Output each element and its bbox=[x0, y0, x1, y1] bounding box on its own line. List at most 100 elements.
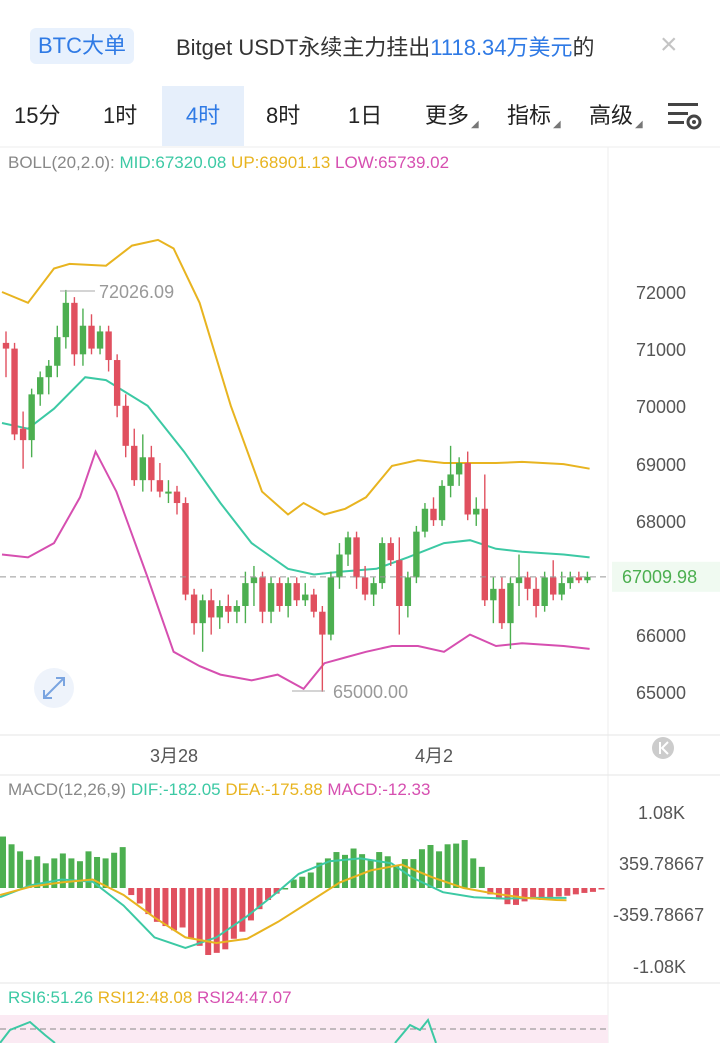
candle-body bbox=[310, 594, 317, 612]
macd-bar bbox=[145, 888, 152, 915]
macd-bar bbox=[256, 888, 263, 910]
macd-bar bbox=[17, 851, 24, 888]
macd-tick: 359.78667 bbox=[619, 854, 704, 874]
candle-body bbox=[250, 577, 258, 584]
candle-body bbox=[473, 508, 480, 515]
macd-bar bbox=[76, 861, 83, 888]
tab-8h[interactable]: 8时 bbox=[266, 86, 300, 146]
candle-body bbox=[71, 302, 78, 355]
tab-advanced[interactable]: 高级 ◢ bbox=[589, 86, 643, 146]
macd-bar bbox=[171, 888, 177, 931]
price-tick: 68000 bbox=[636, 512, 686, 532]
candle-body bbox=[524, 577, 531, 589]
current-price-label: 67009.98 bbox=[622, 567, 697, 587]
macd-value: MACD:-12.33 bbox=[327, 780, 431, 799]
candle-body bbox=[165, 491, 172, 494]
tab-4h[interactable]: 4时 bbox=[162, 86, 244, 146]
macd-bar bbox=[162, 888, 169, 927]
candle-body bbox=[131, 445, 138, 481]
tab-label: 更多 bbox=[425, 103, 470, 128]
macd-bar bbox=[555, 888, 562, 897]
candle-body bbox=[190, 594, 198, 624]
macd-name: MACD(12,26,9) bbox=[8, 780, 127, 799]
candle-body bbox=[208, 600, 215, 618]
tab-label: 高级 bbox=[589, 103, 634, 128]
banner-amount: 1118.34万美元 bbox=[430, 35, 573, 60]
macd-bar bbox=[0, 836, 6, 888]
macd-bar bbox=[393, 865, 400, 888]
tab-1d[interactable]: 1日 bbox=[348, 86, 382, 146]
banner-message: Bitget USDT永续主力挂出1118.34万美元的 bbox=[176, 30, 634, 62]
boll-up: UP:68901.13 bbox=[231, 153, 331, 172]
macd-bar bbox=[265, 888, 272, 900]
candle-body bbox=[148, 457, 155, 481]
candle-body bbox=[370, 583, 377, 595]
candle-body bbox=[558, 583, 565, 595]
date-label: 3月28 bbox=[150, 746, 198, 766]
candle-body bbox=[344, 537, 352, 555]
chart-settings-icon[interactable] bbox=[666, 100, 704, 132]
macd-bar bbox=[196, 888, 203, 946]
macd-bar bbox=[333, 852, 340, 888]
candle-body bbox=[225, 606, 232, 612]
banner-text-suffix: 的 bbox=[572, 35, 595, 60]
candle-body bbox=[541, 577, 548, 606]
timeframe-tabs: 15分 1时 4时 8时 1日 更多 ◢ 指标 ◢ 高级 ◢ bbox=[0, 86, 720, 146]
candle-body bbox=[199, 600, 206, 624]
macd-bar bbox=[470, 858, 477, 888]
boll-name: BOLL(20,2.0): bbox=[8, 153, 115, 172]
macd-bar bbox=[222, 888, 229, 950]
candle-body bbox=[182, 503, 189, 595]
macd-tick: 1.08K bbox=[638, 803, 685, 823]
boll-mid-line bbox=[1, 376, 590, 576]
big-order-banner[interactable]: BTC大单 Bitget USDT永续主力挂出1118.34万美元的 × bbox=[0, 0, 720, 86]
macd-bar bbox=[572, 888, 579, 895]
tab-label: 指标 bbox=[507, 103, 552, 128]
rsi12: RSI12:48.08 bbox=[97, 988, 193, 1007]
tab-label: 1时 bbox=[103, 103, 138, 128]
boll-low: LOW:65739.02 bbox=[335, 153, 450, 172]
macd-bar bbox=[290, 879, 297, 888]
macd-bar bbox=[581, 888, 588, 893]
close-icon[interactable]: × bbox=[660, 28, 678, 61]
rsi-legend: RSI6:51.26 RSI12:48.08 RSI24:47.07 bbox=[8, 988, 292, 1008]
rsi6: RSI6:51.26 bbox=[8, 988, 94, 1007]
tab-indicators[interactable]: 指标 ◢ bbox=[507, 86, 561, 146]
tab-1h[interactable]: 1时 bbox=[103, 86, 137, 146]
price-tick: 69000 bbox=[636, 455, 686, 475]
macd-bar bbox=[316, 862, 323, 888]
tab-15m[interactable]: 15分 bbox=[14, 86, 60, 146]
boll-lower-line bbox=[1, 449, 590, 691]
candle-body bbox=[455, 463, 463, 475]
coin-badge: BTC大单 bbox=[30, 28, 134, 64]
candle-body bbox=[464, 463, 471, 515]
macd-bar bbox=[453, 843, 460, 888]
macd-bar bbox=[538, 888, 545, 900]
candle-body bbox=[302, 594, 309, 601]
macd-bar bbox=[367, 859, 374, 888]
banner-text-prefix: Bitget USDT永续主力挂出 bbox=[176, 35, 431, 60]
tab-more[interactable]: 更多 ◢ bbox=[425, 86, 479, 146]
candle-body bbox=[19, 428, 27, 441]
candle-body bbox=[447, 474, 454, 486]
macd-bar bbox=[188, 888, 195, 939]
macd-bar bbox=[51, 858, 58, 888]
candle-body bbox=[173, 491, 181, 504]
candle-body bbox=[575, 577, 583, 581]
macd-bar bbox=[102, 858, 109, 888]
scroll-to-latest-icon[interactable] bbox=[652, 737, 674, 759]
candle-body bbox=[379, 543, 386, 584]
macd-bar bbox=[307, 872, 314, 888]
tab-label: 8时 bbox=[266, 103, 301, 128]
candle-body bbox=[396, 560, 403, 606]
candle-body bbox=[353, 537, 360, 578]
boll-mid: MID:67320.08 bbox=[119, 153, 227, 172]
macd-bar bbox=[342, 854, 348, 888]
expand-icon[interactable] bbox=[34, 668, 74, 708]
price-tick: 66000 bbox=[636, 626, 686, 646]
macd-bar bbox=[359, 854, 366, 888]
candle-body bbox=[79, 325, 87, 355]
macd-legend: MACD(12,26,9) DIF:-182.05 DEA:-175.88 MA… bbox=[8, 780, 430, 800]
candle-body bbox=[361, 577, 369, 595]
